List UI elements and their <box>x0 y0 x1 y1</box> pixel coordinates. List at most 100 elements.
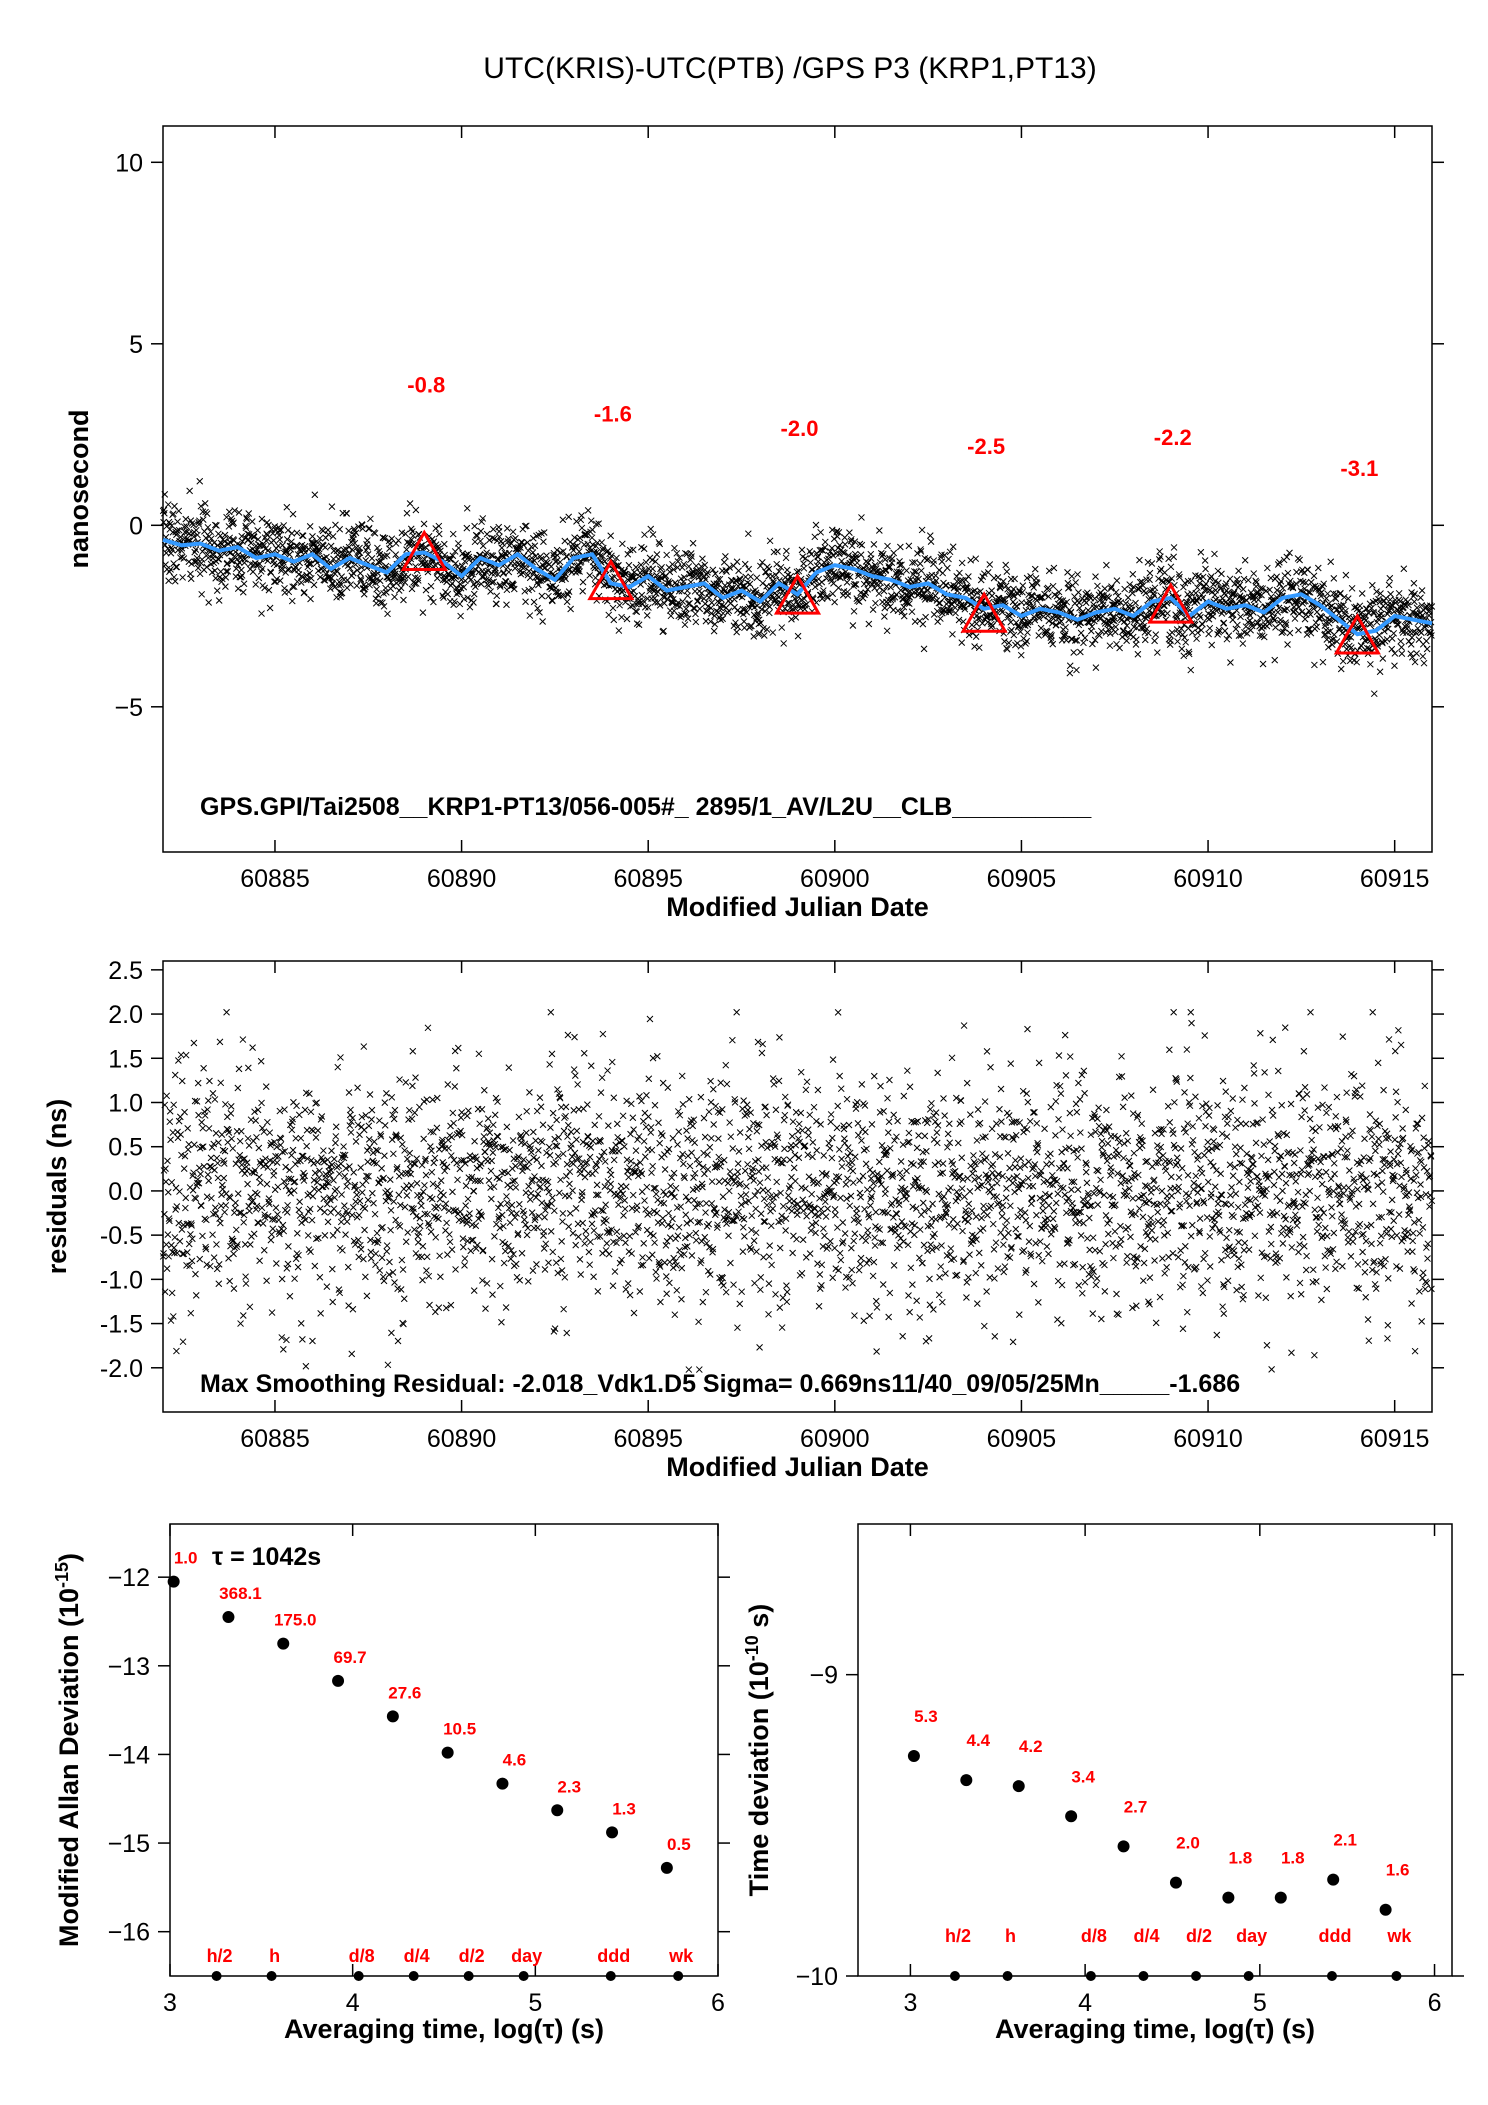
data-point <box>1413 650 1420 657</box>
data-point <box>792 613 800 621</box>
data-point <box>488 578 496 586</box>
data-point <box>661 1166 669 1173</box>
data-point <box>448 574 456 582</box>
data-point <box>486 1129 494 1137</box>
data-point <box>656 602 664 609</box>
data-point <box>1157 553 1164 560</box>
data-point <box>587 1238 594 1246</box>
data-point <box>1142 589 1150 597</box>
data-point <box>732 577 740 585</box>
marker-value-label: -3.1 <box>1340 456 1378 481</box>
data-point <box>1123 637 1130 645</box>
x-tick-label: 60885 <box>240 865 310 893</box>
data-point <box>341 1172 349 1180</box>
data-point <box>303 571 311 579</box>
data-point <box>756 1179 764 1187</box>
data-point <box>422 1171 430 1179</box>
data-point <box>386 1190 394 1198</box>
data-point <box>1410 579 1418 587</box>
data-point <box>164 1188 172 1196</box>
data-point <box>967 556 975 564</box>
data-point <box>181 528 189 536</box>
data-point <box>833 533 841 540</box>
data-point <box>345 527 352 535</box>
data-point <box>756 629 763 637</box>
data-point <box>380 1277 388 1285</box>
data-point <box>467 576 475 583</box>
data-point <box>1368 581 1376 589</box>
data-point <box>219 1185 227 1193</box>
data-point <box>923 573 931 581</box>
data-point <box>553 1116 561 1124</box>
data-point <box>625 561 633 569</box>
data-point <box>664 595 671 603</box>
data-point <box>1017 628 1024 636</box>
data-point <box>557 1176 564 1184</box>
data-point <box>1418 587 1426 594</box>
data-point <box>676 603 684 610</box>
data-point <box>594 1287 602 1295</box>
data-point <box>332 1139 339 1147</box>
data-point <box>173 563 181 571</box>
data-point <box>575 1233 582 1241</box>
data-point <box>731 603 739 611</box>
data-point <box>522 1129 530 1137</box>
data-point <box>716 1109 724 1117</box>
data-point <box>167 566 174 573</box>
data-point <box>340 546 347 554</box>
data-point <box>264 557 272 565</box>
data-point <box>477 580 485 588</box>
data-point <box>316 1205 324 1213</box>
data-point <box>1110 617 1118 625</box>
data-point <box>919 589 927 597</box>
data-point <box>1016 588 1024 596</box>
data-point <box>685 563 693 570</box>
data-point <box>334 1226 341 1234</box>
data-point <box>649 565 657 573</box>
data-point <box>171 1234 179 1241</box>
data-point <box>763 1111 770 1119</box>
data-point <box>584 507 592 514</box>
data-point <box>483 530 491 538</box>
data-point <box>653 1275 660 1282</box>
data-point <box>440 540 448 548</box>
data-point <box>609 604 617 612</box>
data-point <box>160 518 167 526</box>
y-tick-label: -1.5 <box>100 1311 143 1339</box>
data-point <box>356 569 364 577</box>
data-point <box>646 1230 654 1238</box>
data-point <box>222 574 230 581</box>
data-point <box>265 1200 273 1208</box>
data-point <box>523 1107 531 1115</box>
data-point <box>264 1118 271 1126</box>
data-point <box>515 1113 523 1121</box>
data-point <box>1227 659 1234 666</box>
data-point <box>409 532 417 540</box>
data-point <box>1023 574 1031 582</box>
data-point <box>204 523 212 531</box>
data-point <box>620 1143 628 1150</box>
data-point <box>1167 637 1174 645</box>
data-point <box>938 558 946 565</box>
data-point <box>1088 623 1096 630</box>
data-point <box>373 585 380 593</box>
data-point <box>186 487 193 495</box>
data-point <box>757 1210 765 1218</box>
data-point <box>760 1195 768 1203</box>
data-point <box>306 1205 314 1213</box>
data-point <box>1339 657 1347 665</box>
data-point <box>1388 645 1396 653</box>
data-point <box>451 598 458 605</box>
data-point <box>626 1291 634 1299</box>
data-point <box>283 536 291 543</box>
data-point <box>404 1229 412 1236</box>
data-point <box>334 1063 342 1071</box>
data-point <box>743 1101 751 1109</box>
data-point <box>402 1078 410 1086</box>
data-point <box>1136 556 1143 564</box>
data-point <box>512 1260 520 1268</box>
data-point <box>445 1144 452 1152</box>
data-point <box>863 576 871 584</box>
data-point <box>1408 634 1416 641</box>
data-point <box>1319 658 1327 666</box>
